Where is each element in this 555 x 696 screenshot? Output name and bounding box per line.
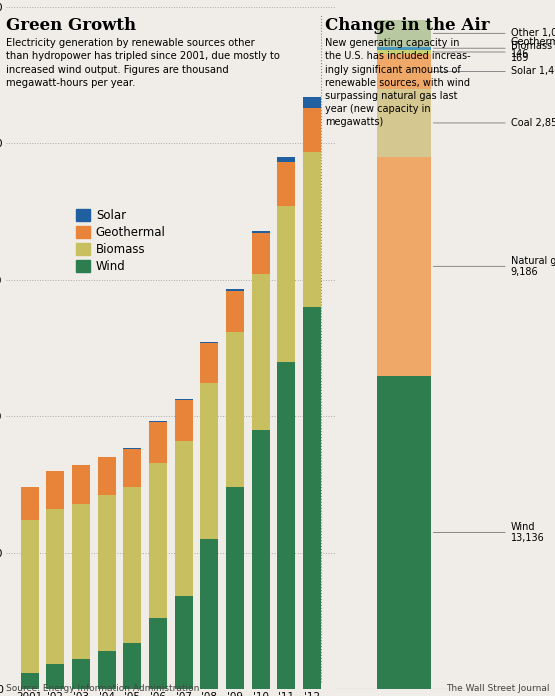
Bar xyxy=(252,230,270,233)
Bar xyxy=(46,665,64,689)
Bar xyxy=(377,376,431,689)
Bar xyxy=(149,422,167,463)
Bar xyxy=(377,50,431,54)
Text: Biomass
169: Biomass 169 xyxy=(433,41,552,63)
Bar xyxy=(123,487,142,642)
Bar xyxy=(200,539,218,689)
Text: New generating capacity in
the U.S. has included increas-
ingly significant amou: New generating capacity in the U.S. has … xyxy=(325,38,470,127)
Text: Solar 1,465: Solar 1,465 xyxy=(433,67,555,77)
Bar xyxy=(252,274,270,430)
Bar xyxy=(377,89,431,157)
Bar xyxy=(21,520,38,672)
Bar xyxy=(278,362,295,689)
Text: Coal 2,851: Coal 2,851 xyxy=(433,118,555,128)
Bar xyxy=(98,651,115,689)
Bar xyxy=(72,503,90,659)
Bar xyxy=(252,233,270,274)
Text: The Wall Street Journal: The Wall Street Journal xyxy=(446,683,549,693)
Text: Source: Energy Information Administration: Source: Energy Information Administratio… xyxy=(6,683,199,693)
Bar xyxy=(377,20,431,47)
Bar xyxy=(175,441,193,596)
Text: Geothermal
146: Geothermal 146 xyxy=(433,38,555,59)
Text: Other 1,098: Other 1,098 xyxy=(433,29,555,38)
Bar xyxy=(377,157,431,376)
Bar xyxy=(377,47,431,50)
Bar xyxy=(303,108,321,152)
Text: Green Growth: Green Growth xyxy=(6,17,135,34)
Bar xyxy=(46,470,64,509)
Bar xyxy=(226,331,244,487)
Bar xyxy=(278,157,295,162)
Text: Natural gas
9,186: Natural gas 9,186 xyxy=(433,255,555,277)
Text: Electricity generation by renewable sources other
than hydropower has tripled si: Electricity generation by renewable sour… xyxy=(6,38,279,88)
Bar xyxy=(72,466,90,503)
Bar xyxy=(377,54,431,89)
Legend: Solar, Geothermal, Biomass, Wind: Solar, Geothermal, Biomass, Wind xyxy=(71,204,170,278)
Bar xyxy=(149,618,167,689)
Bar xyxy=(123,642,142,689)
Bar xyxy=(226,291,244,331)
Bar xyxy=(303,307,321,689)
Bar xyxy=(46,509,64,665)
Bar xyxy=(123,449,142,487)
Bar xyxy=(303,97,321,108)
Bar xyxy=(200,383,218,539)
Bar xyxy=(98,457,115,496)
Bar xyxy=(98,496,115,651)
Bar xyxy=(226,290,244,291)
Bar xyxy=(149,463,167,618)
Bar xyxy=(278,162,295,206)
Bar xyxy=(175,400,193,441)
Bar xyxy=(21,672,38,689)
Bar xyxy=(278,206,295,362)
Bar xyxy=(252,430,270,689)
Bar xyxy=(175,596,193,689)
Bar xyxy=(72,659,90,689)
Text: Change in the Air: Change in the Air xyxy=(325,17,490,34)
Bar xyxy=(200,342,218,383)
Bar xyxy=(21,487,38,520)
Text: Wind
13,136: Wind 13,136 xyxy=(433,522,544,544)
Bar xyxy=(303,152,321,307)
Bar xyxy=(226,487,244,689)
